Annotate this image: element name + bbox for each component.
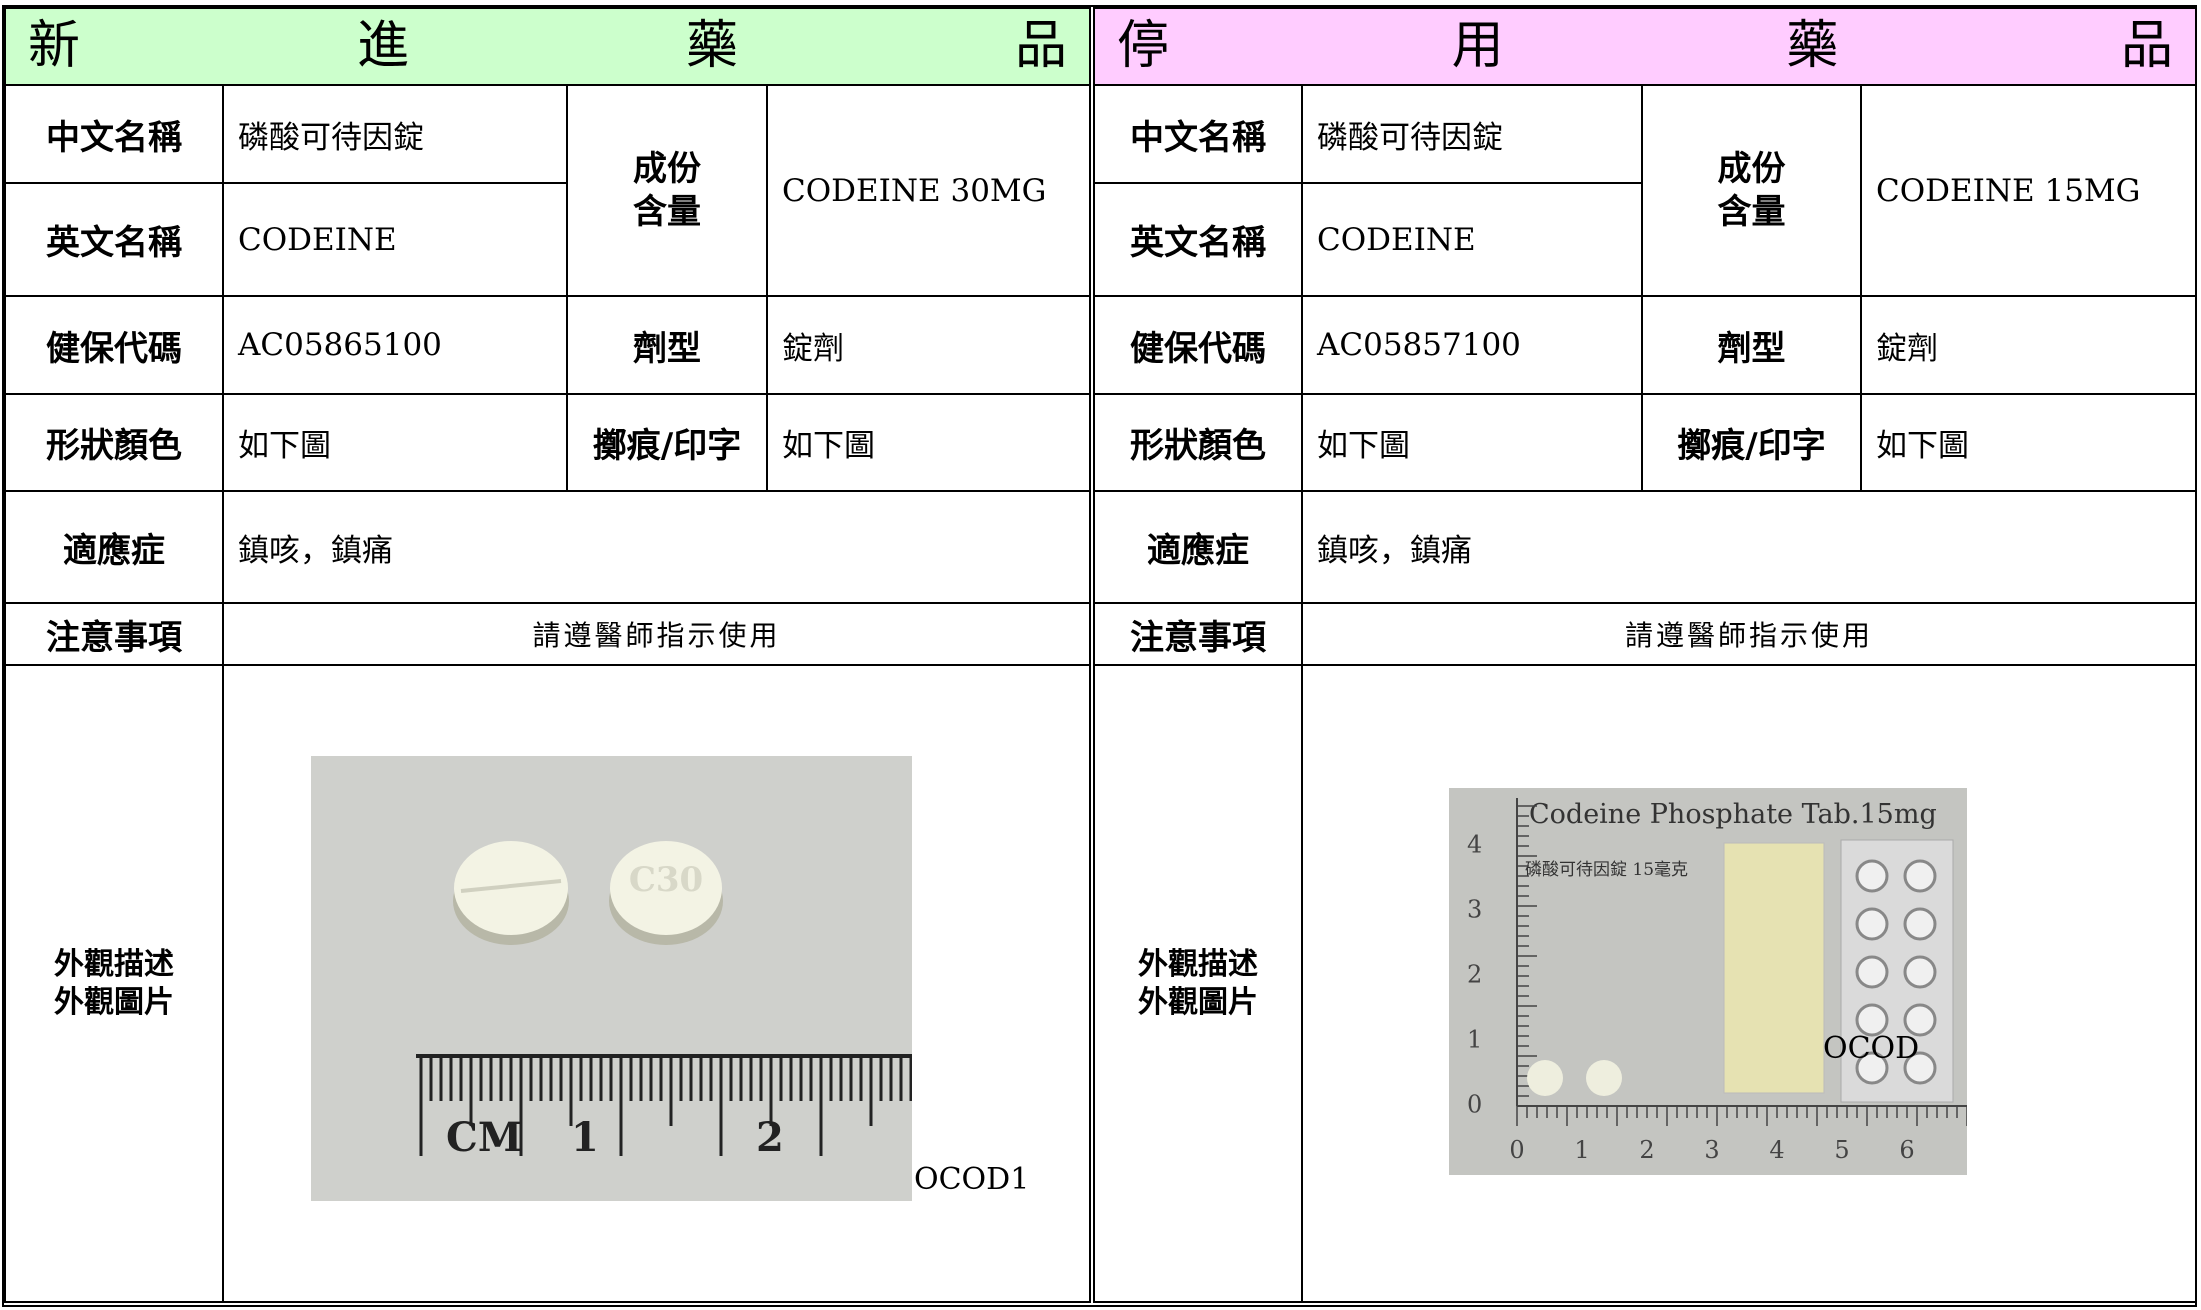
label: 注意事項 — [6, 604, 222, 664]
value: CODEINE — [224, 184, 566, 295]
label-line: 成份 — [633, 149, 701, 189]
label-line: 外觀描述 — [1138, 947, 1258, 982]
label: 擲痕/印字 — [568, 395, 766, 490]
label: 注意事項 — [1095, 604, 1301, 664]
photo-heading: Codeine Phosphate Tab.15mg — [1529, 799, 1937, 830]
blister-pill — [1903, 907, 1937, 941]
value: 鎮咳，鎮痛 — [1303, 492, 2195, 602]
label: 健保代碼 — [1095, 297, 1301, 393]
pill — [1527, 1060, 1563, 1096]
label: 形狀顏色 — [6, 395, 222, 490]
ruler-label: 2 — [756, 1114, 784, 1161]
ruler-label: 0 — [1467, 1091, 1482, 1119]
panel-title: 停用藥品 — [1095, 9, 2195, 84]
value: CODEINE — [1303, 184, 1641, 295]
pill — [610, 841, 722, 935]
value: 請遵醫師指示使用 — [1303, 604, 2195, 664]
label: 適應症 — [1095, 492, 1301, 602]
value: 錠劑 — [1862, 297, 2195, 393]
blister-pill — [1855, 1051, 1889, 1085]
ruler-label: 4 — [1467, 831, 1482, 859]
value: CODEINE 30MG — [768, 86, 1089, 295]
photo: Codeine Phosphate Tab.15mg 磷酸可待因錠 15毫克 0 1 2… — [1303, 666, 2195, 1301]
pill — [1586, 1060, 1622, 1096]
blister-strip — [1723, 842, 1825, 1094]
ruler-label: 5 — [1834, 1136, 1849, 1164]
value: 磷酸可待因錠 — [224, 86, 566, 182]
label: 外觀描述 外觀圖片 — [1095, 666, 1301, 1301]
value: CODEINE 15MG — [1862, 86, 2195, 295]
photo-caption: OCOD — [1823, 1031, 1920, 1066]
label: 中文名稱 — [1095, 86, 1301, 182]
ruler-label: 1 — [1467, 1026, 1482, 1054]
blister-pill — [1855, 1003, 1889, 1037]
drug-photo: Codeine Phosphate Tab.15mg 磷酸可待因錠 15毫克 0 1 2… — [1449, 788, 1967, 1175]
value: 如下圖 — [224, 395, 566, 490]
label: 外觀描述 外觀圖片 — [6, 666, 222, 1301]
ruler-label: 2 — [1467, 961, 1482, 989]
ruler-label: 4 — [1769, 1136, 1784, 1164]
ruler-label: 6 — [1899, 1136, 1914, 1164]
label: 形狀顏色 — [1095, 395, 1301, 490]
label-line: 含量 — [633, 191, 701, 232]
label-line: 成份 — [1717, 149, 1786, 189]
value: 如下圖 — [1303, 395, 1641, 490]
panel-title: 新進藥品 — [6, 9, 1089, 84]
score-line — [460, 879, 562, 893]
blister-pill — [1855, 907, 1889, 941]
label: 英文名稱 — [1095, 184, 1301, 295]
label: 中文名稱 — [6, 86, 222, 182]
label: 健保代碼 — [6, 297, 222, 393]
label-line: 外觀圖片 — [54, 984, 174, 1020]
drug-photo: C30 CM 1 2 — [311, 756, 912, 1201]
value: AC05865100 — [224, 297, 566, 393]
label: 成份 含量 — [568, 86, 766, 295]
new-drug-panel: 新進藥品 中文名稱 磷酸可待因錠 成份 含量 CODEINE 30MG 英文名稱 CODEIN… — [4, 7, 1091, 1303]
ruler-label: 1 — [571, 1114, 599, 1161]
ruler-label: 2 — [1639, 1136, 1654, 1164]
blister-pill — [1855, 859, 1889, 893]
blister-pill — [1903, 859, 1937, 893]
label: 擲痕/印字 — [1643, 395, 1860, 490]
label: 成份 含量 — [1643, 86, 1860, 295]
value: AC05857100 — [1303, 297, 1641, 393]
label: 劑型 — [568, 297, 766, 393]
photo-caption: OCOD1 — [914, 1162, 1030, 1197]
blister-pill — [1903, 1051, 1937, 1085]
value: 如下圖 — [1862, 395, 2195, 490]
value: 磷酸可待因錠 — [1303, 86, 1641, 182]
label: 英文名稱 — [6, 184, 222, 295]
blister-pill — [1903, 1003, 1937, 1037]
discontinued-drug-panel: 停用藥品 中文名稱 磷酸可待因錠 成份 含量 CODEINE 15MG 英文名稱 CODEIN… — [1093, 7, 2197, 1303]
value: 如下圖 — [768, 395, 1089, 490]
photo-bg — [311, 756, 912, 1201]
ruler-label: 3 — [1467, 896, 1482, 924]
pill-imprint: C30 — [629, 860, 703, 900]
blister-pill — [1855, 955, 1889, 989]
ruler-label: 0 — [1509, 1136, 1524, 1164]
photo: C30 CM 1 2 OCOD1 — [224, 666, 1089, 1301]
ruler-label: CM — [446, 1114, 522, 1161]
label-line: 外觀描述 — [54, 947, 174, 982]
photo-subheading: 磷酸可待因錠 15毫克 — [1525, 860, 1688, 880]
value: 錠劑 — [768, 297, 1089, 393]
value: 請遵醫師指示使用 — [224, 604, 1089, 664]
label: 適應症 — [6, 492, 222, 602]
label-line: 含量 — [1717, 191, 1786, 232]
value: 鎮咳，鎮痛 — [224, 492, 1089, 602]
label: 劑型 — [1643, 297, 1860, 393]
blister-pill — [1903, 955, 1937, 989]
ruler-label: 1 — [1574, 1136, 1589, 1164]
ruler-label: 3 — [1704, 1136, 1719, 1164]
label-line: 外觀圖片 — [1138, 984, 1258, 1020]
